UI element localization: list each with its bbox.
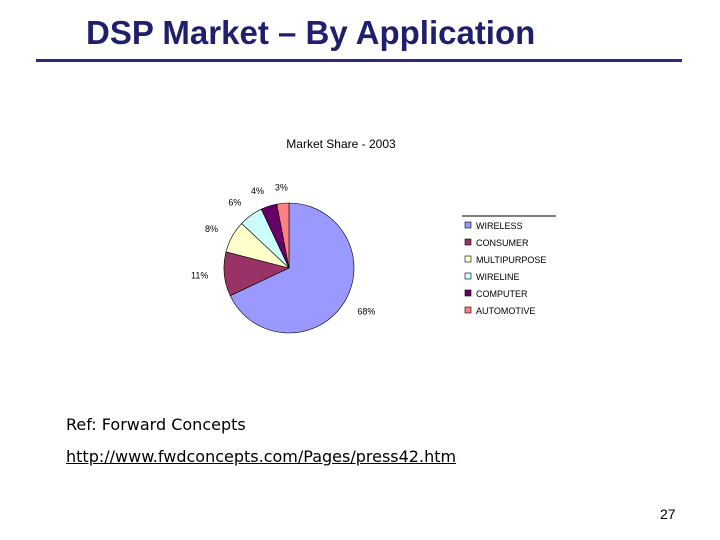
legend-label-automotive: AUTOMOTIVE [476,306,535,316]
legend-label-wireless: WIRELESS [476,221,523,231]
legend-swatch-automotive [464,306,472,314]
legend-swatch-wireless [464,221,472,229]
legend-swatch-consumer [464,238,472,246]
legend-label-multipurpose: MULTIPURPOSE [476,255,546,265]
legend-swatch-computer [464,289,472,297]
reference-link[interactable]: http://www.fwdconcepts.com/Pages/press42… [66,447,457,466]
slice-label-automotive: 3% [275,182,288,192]
pie-slice-wireless [229,202,355,334]
slice-label-computer: 4% [251,186,264,196]
pie-chart: Market Share - 2003 68% 11% 8% 6% 4% 3% WIREL… [191,137,556,334]
slice-label-consumer: 11% [191,271,208,281]
reference-text: Ref: Forward Concepts [66,415,246,434]
pie-slice-automotive [276,202,290,269]
legend-label-wireline: WIRELINE [476,272,520,282]
chart-title: Market Share - 2003 [286,137,396,151]
slice-label-wireline: 6% [228,198,241,208]
slice-label-wireless: 68% [357,306,375,316]
legend-label-consumer: CONSUMER [476,238,529,248]
legend-label-computer: COMPUTER [476,289,528,299]
slice-label-multipurpose: 8% [205,224,218,234]
slide-title: DSP Market – By Application [86,14,536,51]
legend-swatch-multipurpose [464,255,472,263]
page-number: 27 [660,506,676,522]
title-underline [36,59,682,62]
legend-swatch-wireline [464,272,472,280]
